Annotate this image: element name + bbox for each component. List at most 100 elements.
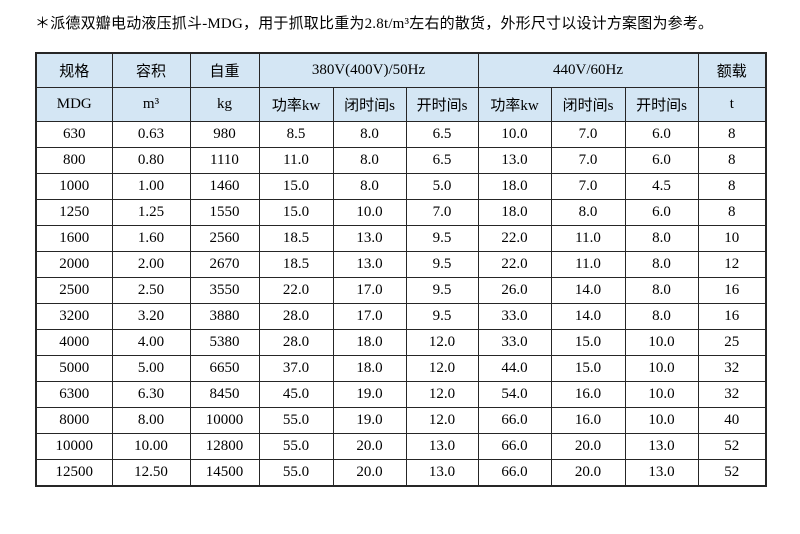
table-cell: 17.0 [332,277,407,304]
table-cell: 1.60 [111,225,191,252]
table-cell: 33.0 [477,329,552,356]
table-cell: 4000 [35,329,113,356]
table-cell: 52 [697,433,767,460]
table-cell: 1250 [35,199,113,226]
table-cell: 8.00 [111,407,191,434]
table-cell: 66.0 [477,433,552,460]
table-cell: 6.0 [624,147,699,174]
table-cell: 11.0 [550,225,626,252]
table-cell: 13.0 [405,433,479,460]
page-title: ＊派德双瓣电动液压抓斗-MDG，用于抓取比重为2.8t/m³左右的散货，外形尺寸… [35,16,714,32]
table-cell: 20.0 [332,459,407,487]
table-cell: 8 [697,121,767,148]
table-cell: 33.0 [477,303,552,330]
table-row: 6300 6.30 8450 45.0 19.0 12.0 54.0 16.0 10.0 32 [35,381,767,408]
table-row: 4000 4.00 5380 28.0 18.0 12.0 33.0 15.0 10.0 25 [35,329,767,356]
table-cell: 10.0 [624,329,699,356]
table-cell: 15.0 [258,199,334,226]
header-spec: 规格 [35,52,113,88]
table-cell: 9.5 [405,277,479,304]
table-cell: 4.00 [111,329,191,356]
page: ＊派德双瓣电动液压抓斗-MDG，用于抓取比重为2.8t/m³左右的散货，外形尺寸… [35,16,768,487]
table-cell: 26.0 [477,277,552,304]
table-cell: 4.5 [624,173,699,200]
subheader-power-440: 功率kw [477,87,552,122]
table-row: 1000 1.00 1460 15.0 8.0 5.0 18.0 7.0 4.5 8 [35,173,767,200]
table-cell: 20.0 [332,433,407,460]
subheader-open-time-380: 开时间s [405,87,479,122]
table-cell: 1460 [189,173,260,200]
table-cell: 1110 [189,147,260,174]
table-cell: 13.0 [624,459,699,487]
table-cell: 15.0 [550,329,626,356]
table-cell: 8 [697,173,767,200]
subheader-close-time-380: 闭时间s [332,87,407,122]
table-cell: 40 [697,407,767,434]
table-cell: 15.0 [258,173,334,200]
table-cell: 32 [697,355,767,382]
table-cell: 0.63 [111,121,191,148]
table-cell: 9.5 [405,251,479,278]
table-cell: 16 [697,277,767,304]
table-cell: 14.0 [550,277,626,304]
table-cell: 6.0 [624,121,699,148]
table-row: 1250 1.25 1550 15.0 10.0 7.0 18.0 8.0 6.0 8 [35,199,767,226]
table-header: 规格 容积 自重 380V(400V)/50Hz 440V/60Hz 额载 MD… [35,52,767,122]
table-cell: 16.0 [550,407,626,434]
table-cell: 7.0 [550,173,626,200]
table-cell: 55.0 [258,407,334,434]
table-row: 12500 12.50 14500 55.0 20.0 13.0 66.0 20.0 13.0 5… [35,459,767,487]
table-cell: 13.0 [624,433,699,460]
table-cell: 12.0 [405,329,479,356]
table-cell: 18.5 [258,225,334,252]
table-cell: 28.0 [258,329,334,356]
table-cell: 8 [697,199,767,226]
table-cell: 6.5 [405,147,479,174]
table-cell: 20.0 [550,459,626,487]
table-cell: 19.0 [332,407,407,434]
header-row-groups: 规格 容积 自重 380V(400V)/50Hz 440V/60Hz 额载 [35,52,767,88]
table-cell: 3.20 [111,303,191,330]
table-cell: 8.0 [624,251,699,278]
table-cell: 25 [697,329,767,356]
table-cell: 6.30 [111,381,191,408]
table-cell: 6.0 [624,199,699,226]
table-cell: 6.5 [405,121,479,148]
table-cell: 14500 [189,459,260,487]
table-row: 2500 2.50 3550 22.0 17.0 9.5 26.0 14.0 8.0 16 [35,277,767,304]
table-cell: 5.0 [405,173,479,200]
table-cell: 10000 [189,407,260,434]
table-cell: 8.5 [258,121,334,148]
table-cell: 13.0 [477,147,552,174]
table-cell: 3200 [35,303,113,330]
subheader-kg: kg [189,87,260,122]
table-cell: 12.0 [405,407,479,434]
subheader-t: t [697,87,767,122]
table-cell: 6300 [35,381,113,408]
table-cell: 17.0 [332,303,407,330]
table-cell: 66.0 [477,459,552,487]
table-cell: 2.00 [111,251,191,278]
table-cell: 15.0 [550,355,626,382]
table-cell: 2500 [35,277,113,304]
table-cell: 10.0 [332,199,407,226]
subheader-mdg: MDG [35,87,113,122]
subheader-close-time-440: 闭时间s [550,87,626,122]
spec-table: 规格 容积 自重 380V(400V)/50Hz 440V/60Hz 额载 MD… [35,52,768,487]
table-cell: 8.0 [624,277,699,304]
table-cell: 0.80 [111,147,191,174]
table-cell: 5.00 [111,355,191,382]
table-cell: 5000 [35,355,113,382]
table-cell: 12.50 [111,459,191,487]
table-cell: 20.0 [550,433,626,460]
table-cell: 52 [697,459,767,487]
table-cell: 12500 [35,459,113,487]
table-cell: 66.0 [477,407,552,434]
header-weight: 自重 [189,52,260,88]
table-cell: 5380 [189,329,260,356]
subheader-power-380: 功率kw [258,87,334,122]
table-cell: 11.0 [258,147,334,174]
header-group-380v: 380V(400V)/50Hz [258,52,479,88]
table-cell: 2560 [189,225,260,252]
table-cell: 1000 [35,173,113,200]
